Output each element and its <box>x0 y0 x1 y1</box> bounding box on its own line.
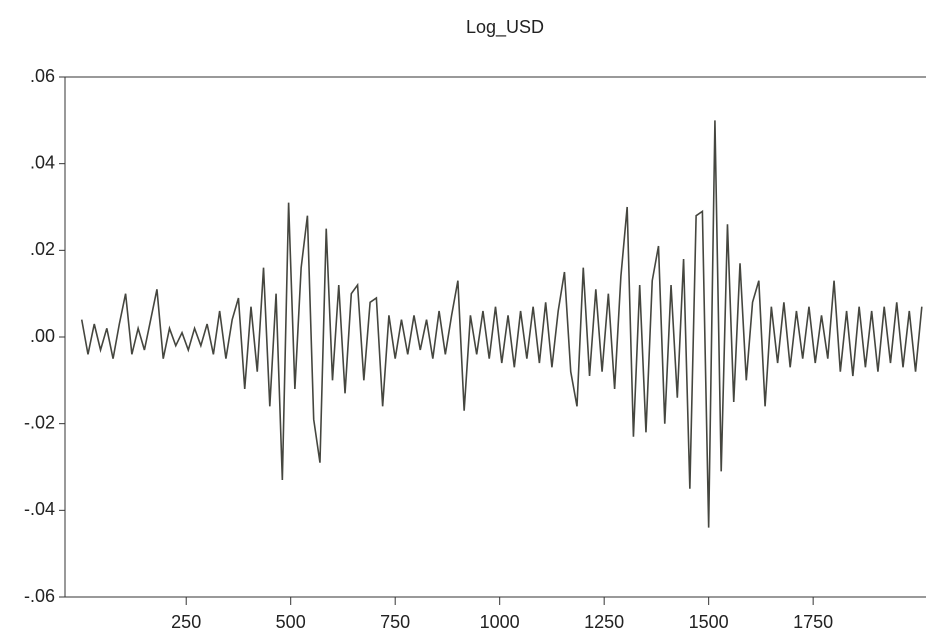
x-tick-label: 1750 <box>793 612 833 632</box>
x-tick-label: 500 <box>276 612 306 632</box>
y-tick-label: .00 <box>30 326 55 346</box>
y-tick-label: -.02 <box>24 412 55 432</box>
y-tick-label: -.04 <box>24 499 55 519</box>
y-tick-label: .04 <box>30 152 55 172</box>
y-tick-label: .02 <box>30 239 55 259</box>
chart-title: Log_USD <box>466 17 544 38</box>
series-line <box>80 120 923 528</box>
y-tick-label: -.06 <box>24 586 55 606</box>
x-tick-label: 750 <box>380 612 410 632</box>
x-tick-label: 1250 <box>584 612 624 632</box>
x-tick-label: 1500 <box>689 612 729 632</box>
y-tick-label: .06 <box>30 66 55 86</box>
x-tick-label: 1000 <box>480 612 520 632</box>
x-tick-label: 250 <box>171 612 201 632</box>
